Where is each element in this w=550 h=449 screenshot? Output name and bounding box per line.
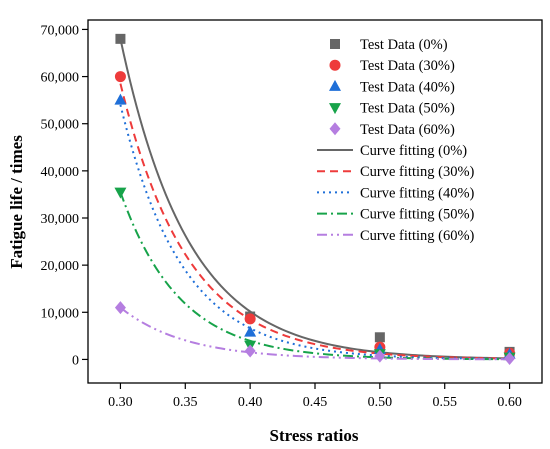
- x-tick-label: 0.60: [497, 395, 522, 410]
- data-point-s2-p0: [114, 93, 127, 105]
- x-tick-label: 0.50: [368, 395, 393, 410]
- legend-label-8: Curve fitting (50%): [360, 207, 475, 223]
- data-point-s2-p1: [244, 325, 257, 337]
- data-point-s3-p0: [114, 187, 127, 199]
- plot-area: [87, 19, 543, 384]
- x-tick-label: 0.40: [238, 395, 263, 410]
- legend-marker-1: [329, 59, 341, 71]
- data-point-s1-p0: [114, 71, 126, 83]
- legend-label-1: Test Data (30%): [360, 58, 455, 74]
- legend-label-4: Test Data (60%): [360, 122, 455, 138]
- y-tick-label: 50,000: [41, 118, 80, 133]
- data-point-s4-p3: [504, 351, 516, 365]
- y-tick-label: 40,000: [41, 165, 80, 180]
- data-point-s4-p1: [244, 344, 256, 358]
- y-tick-label: 60,000: [41, 71, 80, 86]
- legend-label-3: Test Data (50%): [360, 101, 455, 117]
- legend-label-7: Curve fitting (40%): [360, 185, 475, 201]
- y-tick-label: 10,000: [41, 306, 80, 321]
- legend-label-2: Test Data (40%): [360, 79, 455, 95]
- data-point-s1-p1: [244, 313, 256, 325]
- legend-marker-4: [329, 122, 341, 136]
- legend-label-6: Curve fitting (30%): [360, 164, 475, 180]
- legend: Test Data (0%) Test Data (30%) Test Data (…: [317, 37, 475, 244]
- data-point-s4-p2: [374, 349, 386, 363]
- y-tick-label: 30,000: [41, 212, 80, 227]
- data-points: [114, 33, 516, 365]
- y-tick-label: 20,000: [41, 259, 80, 274]
- y-tick-label: 0: [72, 353, 79, 368]
- y-axis-title: Fatigue life / times: [7, 135, 26, 269]
- fit-curves: [119, 38, 510, 361]
- fit-curve-1: [119, 83, 510, 360]
- data-point-s0-p2: [374, 332, 385, 343]
- legend-label-0: Test Data (0%): [360, 37, 448, 53]
- legend-marker-3: [329, 103, 341, 115]
- x-tick-label: 0.45: [303, 395, 328, 410]
- x-tick-label: 0.35: [173, 395, 198, 410]
- y-tick-label: 70,000: [41, 23, 80, 38]
- legend-marker-0: [330, 39, 340, 49]
- legend-label-9: Curve fitting (60%): [360, 228, 475, 244]
- x-tick-label: 0.30: [108, 395, 133, 410]
- fit-curve-4: [119, 306, 510, 361]
- data-point-s0-p0: [115, 33, 126, 44]
- fit-curve-0: [119, 38, 510, 360]
- axis-ticks: 0.30 0.35 0.40 0.45 0.50 0.55 0.60 0 10,000 20,00…: [41, 23, 522, 410]
- legend-label-5: Curve fitting (0%): [360, 143, 467, 159]
- x-axis-title: Stress ratios: [270, 426, 359, 445]
- data-point-s4-p0: [114, 301, 126, 315]
- legend-marker-2: [329, 79, 341, 91]
- x-tick-label: 0.55: [432, 395, 457, 410]
